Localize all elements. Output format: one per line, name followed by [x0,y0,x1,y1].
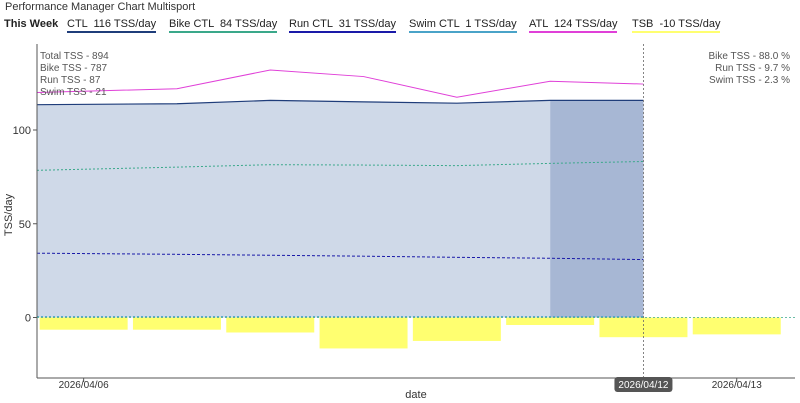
legend-item-ctl[interactable]: CTL 116 TSS/day [67,18,157,33]
summary-right-line: Swim TSS - 2.3 % [709,75,790,86]
legend-item-run-ctl[interactable]: Run CTL 31 TSS/day [289,18,396,33]
x-tick-label: 2026/04/13 [712,380,762,391]
ctl-area-current-day [550,100,644,318]
legend-bar: This Week CTL 116 TSS/day Bike CTL 84 TS… [0,16,800,36]
legend-item-bike-ctl[interactable]: Bike CTL 84 TSS/day [169,18,278,33]
y-tick-label: 100 [13,125,31,137]
tsb-bar [132,317,221,330]
legend-item-swim-ctl[interactable]: Swim CTL 1 TSS/day [409,18,517,33]
this-week-label: This Week [4,18,59,30]
tsb-bar [319,317,408,349]
summary-right-line: Bike TSS - 88.0 % [708,51,790,62]
tsb-bar [39,317,128,330]
bike-ctl-line [36,161,644,171]
summary-left-line: Total TSS - 894 [40,51,109,62]
run-ctl-line [36,252,644,261]
tsb-bar [506,317,595,325]
tsb-bar [226,317,315,333]
tsb-bar [692,317,781,335]
summary-left-line: Swim TSS - 21 [40,87,107,98]
x-tick-highlight-badge [614,377,673,392]
ctl-area [37,100,551,318]
ctl-line [36,99,644,106]
tsb-bar [599,317,688,338]
summary-left-line: Run TSS - 87 [40,75,101,86]
tsb-bar [412,317,501,341]
summary-right-line: Run TSS - 9.7 % [715,63,790,74]
x-tick-label: 2026/04/06 [59,380,109,391]
y-axis-label: TSS/day [3,193,15,236]
atl-line [36,69,644,98]
x-axis-label: date [405,389,426,401]
summary-left-line: Bike TSS - 787 [40,63,108,74]
x-tick-label-highlighted: 2026/04/12 [618,380,668,391]
y-tick-label: 0 [25,313,31,325]
y-tick-label: 50 [19,219,31,231]
legend-item-tsb[interactable]: TSB -10 TSS/day [632,18,721,33]
legend-item-atl[interactable]: ATL 124 TSS/day [529,18,618,33]
chart-window-title: Performance Manager Chart Multisport [5,1,196,13]
